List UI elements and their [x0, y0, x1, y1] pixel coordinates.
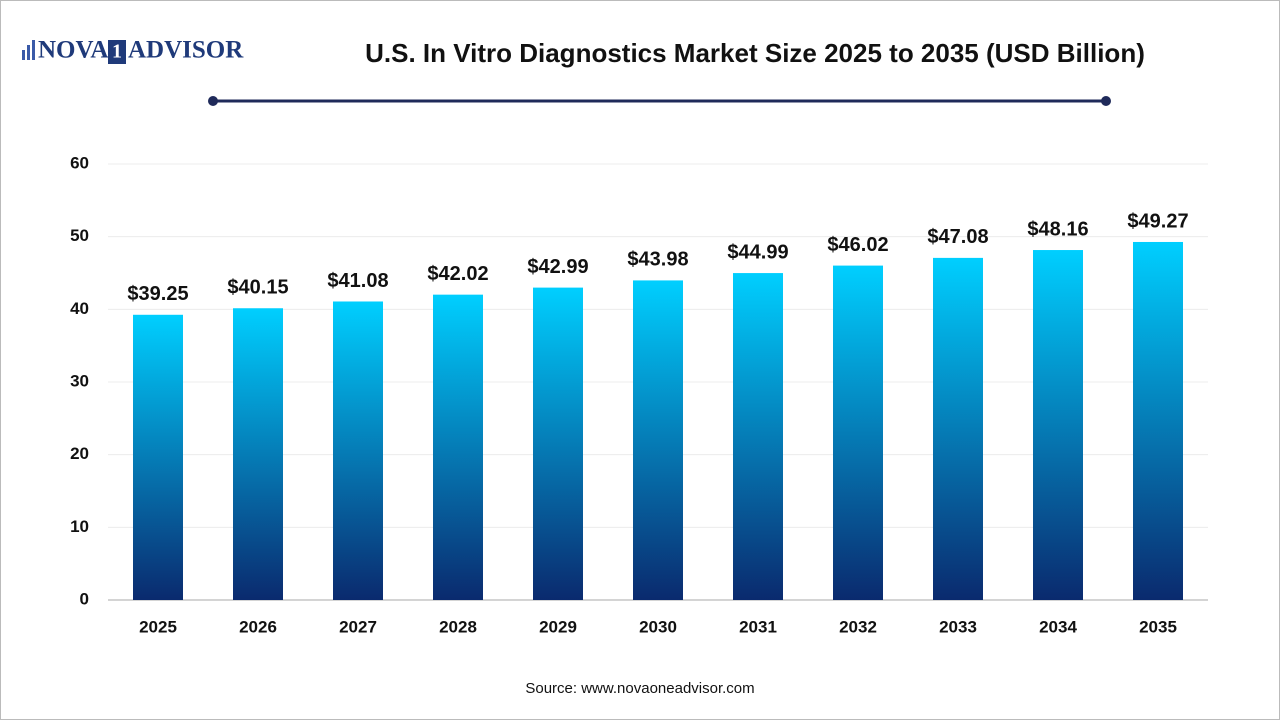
x-tick-label: 2033 [939, 617, 977, 636]
bar [1133, 241, 1183, 601]
y-tick-label: 10 [70, 517, 89, 536]
value-label: $47.08 [927, 226, 988, 248]
rule-dot [208, 96, 218, 106]
bar [233, 308, 283, 600]
y-tick-label: 50 [70, 226, 89, 245]
value-label: $39.25 [127, 283, 188, 305]
value-label: $49.27 [1127, 210, 1188, 232]
rule-dot [1101, 96, 1111, 106]
logo-mark: 1 [112, 41, 122, 63]
x-tick-label: 2031 [739, 617, 777, 636]
y-tick-label: 40 [70, 299, 89, 318]
x-tick-label: 2030 [639, 617, 677, 636]
value-label: $42.02 [427, 263, 488, 285]
bar [533, 287, 583, 600]
bar [833, 265, 883, 600]
x-tick-label: 2034 [1039, 617, 1077, 636]
bar [733, 273, 783, 600]
x-tick-label: 2032 [839, 617, 877, 636]
value-label: $43.98 [627, 249, 688, 271]
y-tick-label: 60 [70, 153, 89, 172]
logo-text: ADVISOR [128, 37, 244, 64]
logo: NOVA 1 ADVISOR [22, 37, 244, 64]
value-label: $41.08 [327, 270, 388, 292]
bar [333, 301, 383, 600]
value-label: $46.02 [827, 234, 888, 256]
x-tick-label: 2027 [339, 617, 377, 636]
bar [933, 257, 983, 600]
logo-box [108, 40, 126, 64]
x-tick-label: 2028 [439, 617, 477, 636]
bar [1033, 250, 1083, 600]
x-tick-label: 2025 [139, 617, 177, 636]
logo-bar [22, 50, 25, 60]
bar [433, 294, 483, 600]
y-tick-label: 0 [80, 589, 89, 608]
value-label: $40.15 [227, 277, 288, 299]
logo-text: NOVA [38, 37, 108, 64]
bar [133, 314, 183, 600]
x-tick-label: 2035 [1139, 617, 1177, 636]
x-tick-label: 2029 [539, 617, 577, 636]
chart-title: U.S. In Vitro Diagnostics Market Size 20… [365, 38, 1145, 68]
source: Source: www.novaoneadvisor.com [525, 680, 754, 697]
logo-bar [27, 45, 30, 60]
y-tick-label: 30 [70, 371, 89, 390]
value-label: $48.16 [1027, 218, 1088, 240]
plot: 01020304050602025$39.252026$40.152027$41… [70, 153, 1208, 636]
bar [633, 280, 683, 600]
logo-bar [32, 40, 35, 60]
y-tick-label: 20 [70, 444, 89, 463]
value-label: $44.99 [727, 241, 788, 263]
x-tick-label: 2026 [239, 617, 277, 636]
value-label: $42.99 [527, 256, 588, 278]
